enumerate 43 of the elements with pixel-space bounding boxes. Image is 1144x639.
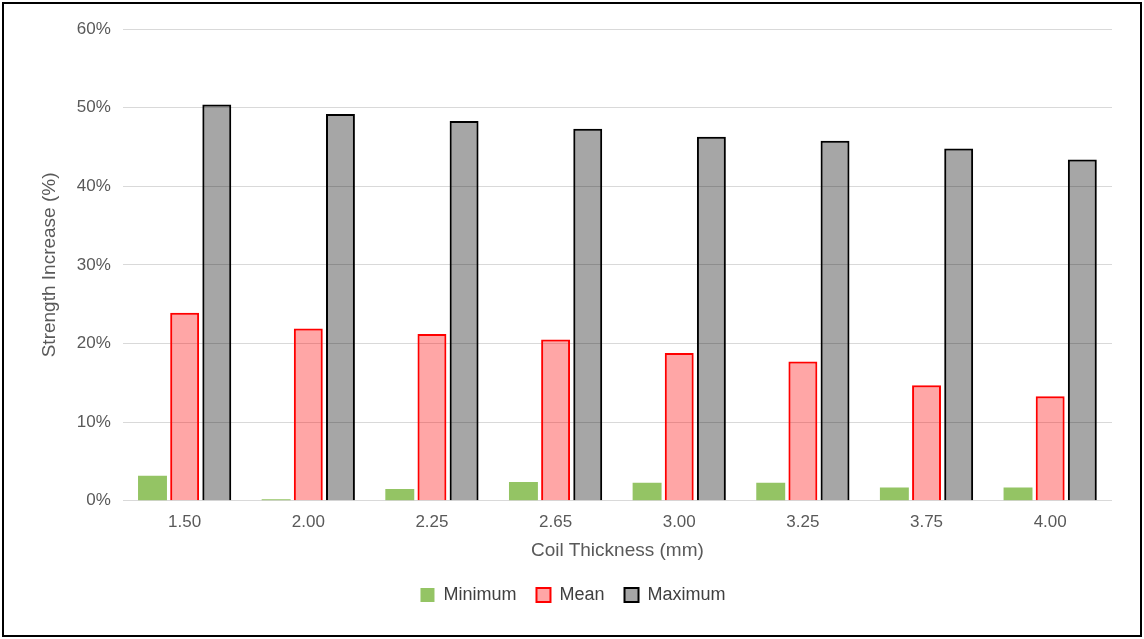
bar (138, 475, 167, 501)
bar (879, 487, 909, 501)
bar (541, 339, 571, 501)
bar (1067, 159, 1097, 501)
x-tick-label: 2.65 (539, 511, 573, 531)
y-axis-title: Strength Increase (%) (37, 172, 59, 358)
x-tick-label: 2.00 (291, 511, 325, 531)
bar (1035, 396, 1065, 501)
bar (756, 482, 786, 501)
x-tick-label: 4.00 (1033, 511, 1067, 531)
bar (417, 334, 447, 501)
bar (912, 385, 941, 501)
bar (449, 121, 479, 501)
y-tick-label: 20% (76, 333, 111, 353)
y-tick-label: 10% (76, 411, 111, 431)
y-tick-label: 60% (76, 18, 111, 38)
bar (944, 148, 974, 501)
x-tick-label: 3.25 (786, 511, 820, 531)
bar (1003, 487, 1033, 501)
bar (820, 140, 850, 501)
bar (788, 361, 818, 501)
bar (508, 481, 538, 501)
legend-label: Maximum (647, 583, 726, 604)
bar (696, 136, 726, 501)
bar (385, 489, 415, 501)
bar (202, 104, 232, 501)
y-tick-label: 0% (86, 490, 111, 510)
y-tick-label: 50% (76, 97, 111, 117)
x-tick-label: 2.25 (415, 511, 449, 531)
bar (664, 352, 694, 501)
legend-label: Mean (559, 583, 605, 604)
y-tick-label: 30% (76, 254, 111, 274)
x-axis-title: Coil Thickness (mm) (531, 538, 704, 560)
bar (293, 328, 323, 501)
bar (170, 312, 200, 501)
bar (573, 128, 603, 501)
bar (325, 113, 355, 501)
x-tick-label: 3.00 (662, 511, 696, 531)
bar (632, 482, 662, 501)
legend-label: Minimum (443, 583, 517, 604)
y-tick-label: 40% (76, 175, 111, 195)
x-tick-label: 1.50 (168, 511, 202, 531)
x-tick-label: 3.75 (909, 511, 944, 531)
